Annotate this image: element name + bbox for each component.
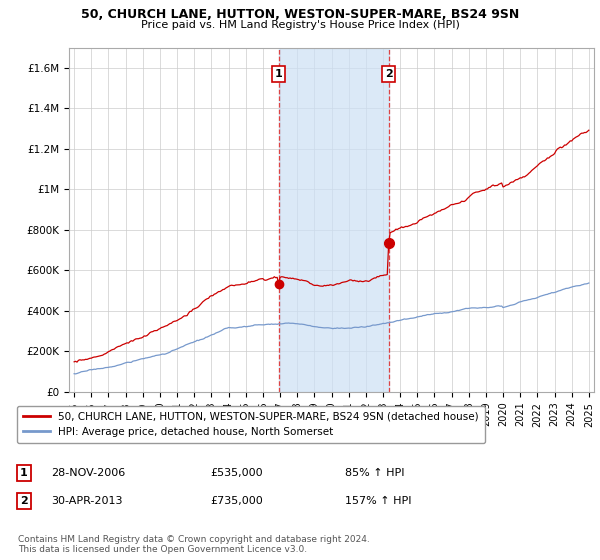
Text: 50, CHURCH LANE, HUTTON, WESTON-SUPER-MARE, BS24 9SN: 50, CHURCH LANE, HUTTON, WESTON-SUPER-MA… [81, 8, 519, 21]
Text: 28-NOV-2006: 28-NOV-2006 [51, 468, 125, 478]
Text: 2: 2 [385, 69, 392, 79]
Text: Price paid vs. HM Land Registry's House Price Index (HPI): Price paid vs. HM Land Registry's House … [140, 20, 460, 30]
Text: 30-APR-2013: 30-APR-2013 [51, 496, 122, 506]
Text: 85% ↑ HPI: 85% ↑ HPI [345, 468, 404, 478]
Bar [278, 48, 389, 392]
Text: £535,000: £535,000 [210, 468, 263, 478]
Text: Contains HM Land Registry data © Crown copyright and database right 2024.
This d: Contains HM Land Registry data © Crown c… [18, 535, 370, 554]
Text: 157% ↑ HPI: 157% ↑ HPI [345, 496, 412, 506]
Text: £735,000: £735,000 [210, 496, 263, 506]
Text: 2: 2 [20, 496, 28, 506]
Text: 1: 1 [20, 468, 28, 478]
Legend: 50, CHURCH LANE, HUTTON, WESTON-SUPER-MARE, BS24 9SN (detached house), HPI: Aver: 50, CHURCH LANE, HUTTON, WESTON-SUPER-MA… [17, 405, 485, 444]
Text: 1: 1 [275, 69, 283, 79]
